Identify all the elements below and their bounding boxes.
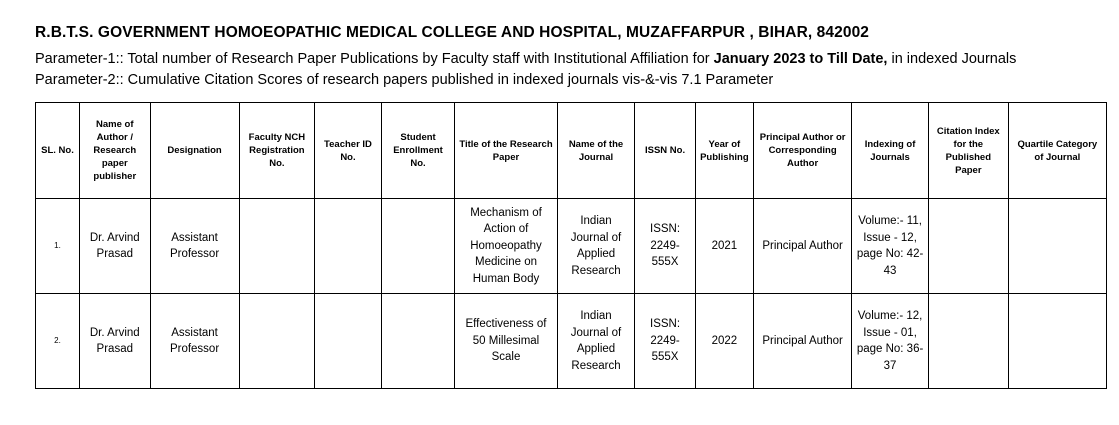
table-header-row: SL. No. Name of Author / Research paper … — [35, 102, 1108, 199]
cell-citation-index — [927, 293, 1009, 389]
cell-author-role: Principal Author — [753, 293, 853, 389]
cell-journal-name: Indian Journal of Applied Research — [556, 293, 636, 389]
header-paper-title: Title of the Research Paper — [454, 102, 558, 199]
table-row: 1. Dr. Arvind Prasad Assistant Professor… — [35, 198, 1108, 294]
cell-journal-name: Indian Journal of Applied Research — [556, 198, 636, 294]
header-student-enrollment: Student Enrollment No. — [380, 102, 456, 199]
cell-year: 2022 — [694, 293, 755, 389]
cell-author-role: Principal Author — [753, 198, 853, 294]
header-journal-name: Name of the Journal — [556, 102, 636, 199]
header-nch-registration: Faculty NCH Registration No. — [238, 102, 316, 199]
cell-author-name: Dr. Arvind Prasad — [78, 198, 151, 294]
cell-issn: ISSN: 2249-555X — [634, 198, 696, 294]
header-sl-no: SL. No. — [35, 102, 80, 199]
cell-student-enrollment — [380, 293, 456, 389]
header-author-name: Name of Author / Research paper publishe… — [78, 102, 151, 199]
cell-paper-title: Effectiveness of 50 Millesimal Scale — [454, 293, 558, 389]
cell-year: 2021 — [694, 198, 755, 294]
cell-sl-no: 1. — [35, 198, 80, 294]
cell-nch-registration — [238, 198, 316, 294]
parameter-1: Parameter-1:: Total number of Research P… — [35, 51, 1016, 67]
header-issn: ISSN No. — [634, 102, 696, 199]
cell-paper-title: Mechanism of Action of Homoeopathy Medic… — [454, 198, 558, 294]
header-citation-index: Citation Index for the Published Paper — [927, 102, 1009, 199]
cell-designation: Assistant Professor — [149, 293, 240, 389]
cell-citation-index — [927, 198, 1009, 294]
header-teacher-id: Teacher ID No. — [314, 102, 382, 199]
cell-quartile — [1007, 293, 1108, 389]
parameter-1-suffix: in indexed Journals — [887, 51, 1017, 67]
page-title: R.B.T.S. GOVERNMENT HOMOEOPATHIC MEDICAL… — [35, 24, 870, 41]
cell-nch-registration — [238, 293, 316, 389]
parameter-2: Parameter-2:: Cumulative Citation Scores… — [35, 72, 774, 88]
cell-quartile — [1007, 198, 1108, 294]
cell-designation: Assistant Professor — [149, 198, 240, 294]
cell-sl-no: 2. — [35, 293, 80, 389]
header-quartile: Quartile Category of Journal — [1007, 102, 1108, 199]
cell-author-name: Dr. Arvind Prasad — [78, 293, 151, 389]
parameter-1-period: January 2023 to Till Date, — [713, 51, 888, 67]
table-row: 2. Dr. Arvind Prasad Assistant Professor… — [35, 293, 1108, 389]
header-designation: Designation — [149, 102, 240, 199]
cell-teacher-id — [314, 198, 382, 294]
header-author-role: Principal Author or Corresponding Author — [753, 102, 853, 199]
cell-student-enrollment — [380, 198, 456, 294]
header-year: Year of Publishing — [694, 102, 755, 199]
cell-teacher-id — [314, 293, 382, 389]
parameter-1-prefix: Parameter-1:: Total number of Research P… — [35, 51, 714, 67]
header-indexing: Indexing of Journals — [851, 102, 929, 199]
publications-table: SL. No. Name of Author / Research paper … — [35, 102, 1108, 389]
cell-indexing: Volume:- 12, Issue - 01, page No: 36-37 — [851, 293, 929, 389]
cell-issn: ISSN: 2249-555X — [634, 293, 696, 389]
cell-indexing: Volume:- 11, Issue - 12, page No: 42-43 — [851, 198, 929, 294]
